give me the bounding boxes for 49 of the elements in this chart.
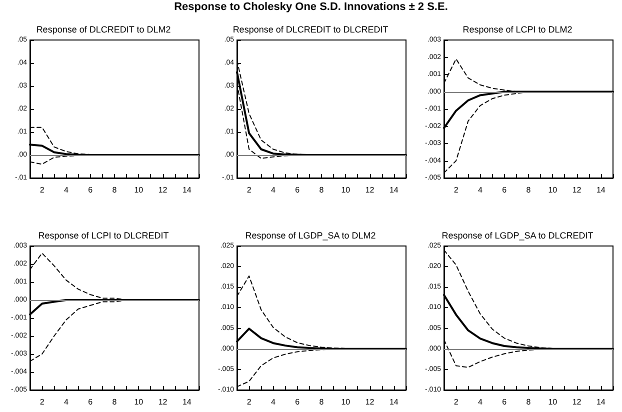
x-tick-label: 14 [182,398,192,406]
x-tick-label: 10 [341,186,351,194]
chart-title: Response of LGDP_SA to DLCREDIT [442,230,594,240]
x-tick-label: 12 [365,398,375,406]
x-tick-label: 8 [112,398,118,406]
x-tick-label: 12 [365,186,375,194]
chart-title: Response of DLCREDIT to DLCREDIT [232,24,389,34]
x-tick-label: 12 [158,398,168,406]
x-tick-label: 14 [596,398,606,406]
chart-title: Response of DLCREDIT to DLM2 [36,24,171,34]
x-tick-label: 10 [134,186,144,194]
x-tick-label: 6 [295,398,300,406]
x-tick-label: 4 [64,398,69,406]
chart-title: Response of LCPI to DLM2 [462,24,572,34]
x-tick-label: 2 [246,398,252,406]
x-tick-label: 12 [572,186,582,194]
x-tick-label: 2 [454,398,459,406]
chart-title: Response of LGDP_SA to DLM2 [245,230,376,240]
x-tick-label: 6 [502,186,508,194]
x-tick-label: 14 [389,398,399,406]
x-tick-label: 4 [478,398,483,406]
x-tick-label: 2 [40,398,45,406]
x-tick-label: 14 [182,186,192,194]
x-tick-label: 10 [134,398,144,406]
x-tick-label: 4 [478,186,483,194]
x-tick-label: 8 [526,398,532,406]
text: Response to Cholesky One S.D. Innovations ± 2 S.E. [173,1,449,13]
x-tick-label: 6 [88,398,94,406]
x-tick-label: 12 [572,398,582,406]
x-tick-label: 4 [270,398,276,406]
x-tick-label: 8 [112,186,118,194]
x-tick-label: 2 [454,186,459,194]
x-tick-label: 6 [295,186,300,194]
x-tick-label: 6 [88,186,94,194]
x-tick-label: 8 [319,186,324,194]
x-tick-label: 14 [596,186,606,194]
x-tick-label: 6 [502,398,508,406]
x-tick-label: 2 [246,186,252,194]
chart-title: Response of LCPI to DLCREDIT [38,230,170,240]
x-tick-label: 10 [548,186,558,194]
x-tick-label: 14 [389,186,399,194]
x-tick-label: 10 [341,398,351,406]
x-tick-label: 8 [319,398,324,406]
x-tick-label: 12 [158,186,168,194]
x-tick-label: 2 [40,186,45,194]
x-tick-label: 4 [64,186,69,194]
x-tick-label: 8 [526,186,532,194]
x-tick-label: 10 [548,398,558,406]
x-tick-label: 4 [270,186,276,194]
